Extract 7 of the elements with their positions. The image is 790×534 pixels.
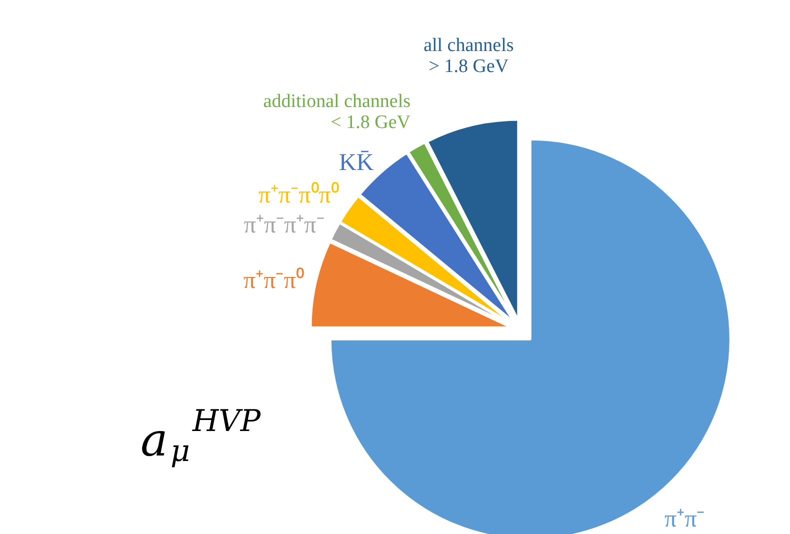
slice-label: KK̄ xyxy=(339,150,374,176)
slice-label: π⁺π⁻π⁺π⁻ xyxy=(244,212,324,239)
slice-label: additional channels < 1.8 GeV xyxy=(263,90,411,133)
slice-label: π⁺π⁻π⁰π⁰ xyxy=(258,182,339,209)
slice-label: all channels > 1.8 GeV xyxy=(424,34,514,77)
slice-label: π⁺π⁻ xyxy=(664,506,705,532)
slice-label: π⁺π⁻π⁰ xyxy=(243,267,304,294)
